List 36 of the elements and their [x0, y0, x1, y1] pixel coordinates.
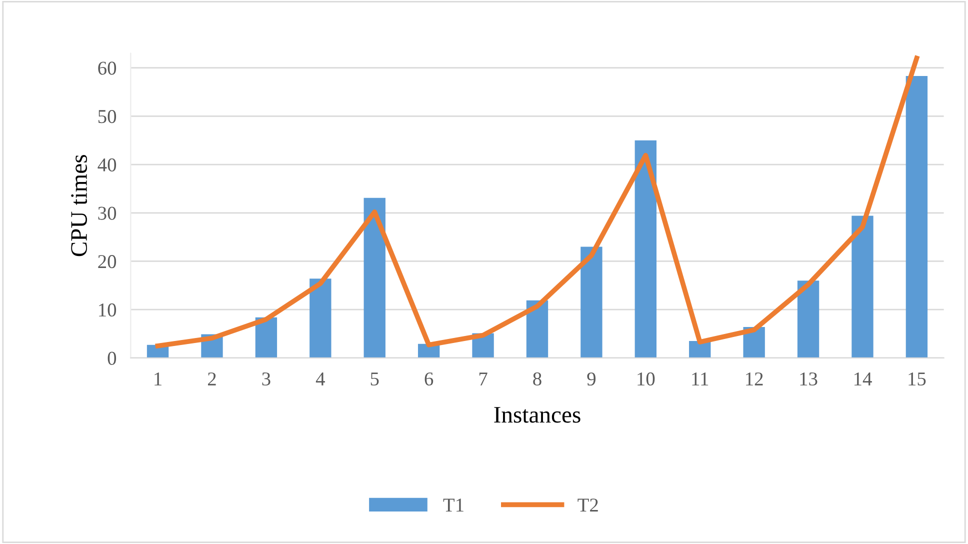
x-tick-label: 12	[746, 372, 763, 386]
y-tick-label: 40	[98, 158, 116, 172]
x-tick-label: 1	[154, 372, 162, 386]
x-tick-label: 7	[479, 372, 488, 386]
y-tick-label: 50	[98, 110, 116, 124]
bar	[255, 317, 278, 358]
x-tick-label: 5	[370, 372, 379, 386]
x-tick-label: 3	[262, 372, 270, 386]
bar	[906, 76, 928, 358]
bar	[364, 198, 386, 358]
bar	[580, 246, 602, 358]
legend-label: T1	[443, 498, 464, 512]
bar	[797, 280, 820, 358]
x-tick-label: 4	[316, 372, 325, 386]
y-tick-label: 10	[99, 303, 116, 317]
x-tick-label: 15	[908, 372, 926, 386]
x-tick-label: 10	[638, 372, 655, 386]
y-tick-label: 0	[108, 352, 116, 365]
x-tick-label: 6	[424, 372, 434, 386]
x-tick-label: 9	[587, 372, 596, 386]
x-tick-label: 11	[692, 372, 708, 386]
y-tick-label: 20	[98, 255, 116, 268]
bar	[852, 216, 874, 358]
x-tick-label: 2	[208, 372, 216, 386]
bar	[310, 278, 332, 358]
x-axis-title: Instances	[494, 407, 580, 423]
y-tick-label: 30	[98, 206, 116, 220]
legend-label: T2	[578, 498, 598, 512]
y-axis-title: CPU times	[71, 154, 87, 256]
y-tick-label: 60	[98, 62, 116, 75]
bar	[526, 300, 548, 358]
bar	[634, 140, 656, 358]
line-series	[155, 56, 920, 348]
x-tick-label: 13	[800, 372, 818, 386]
x-tick-label: 8	[533, 372, 542, 386]
x-tick-label: 14	[854, 372, 872, 386]
